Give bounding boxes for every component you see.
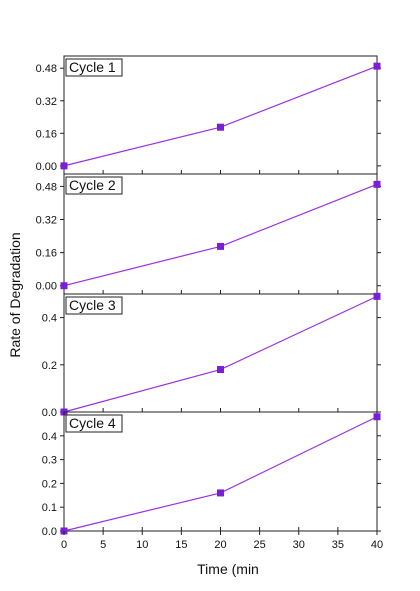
panel-4-ytick-label: 0.4: [42, 431, 57, 443]
panel-3-data-point: [373, 292, 381, 300]
panel-4-data-point: [217, 489, 224, 497]
panel-2-series-line: [63, 183, 378, 287]
panel-1-ytick-label: 0.00: [36, 161, 57, 173]
panel-4-label-box: [65, 414, 123, 433]
panel-4-ytick-label: 0.1: [42, 502, 57, 514]
panel-2-ytick-label: 0.00: [36, 281, 57, 293]
panel-4-ytick-label: 0.3: [42, 455, 57, 467]
xtick-label: 35: [332, 539, 344, 551]
panel-1-ytick-label: 0.32: [36, 96, 57, 108]
panel-3-label: Cycle 3: [69, 297, 116, 313]
panel-2-data-point: [373, 180, 381, 188]
panel-1-data-point: [217, 123, 224, 131]
panel-2-label: Cycle 2: [69, 177, 116, 193]
panel-3-data-point: [217, 366, 224, 374]
panel-3-ytick-label: 0.2: [42, 360, 57, 372]
panel-1-ytick-label: 0.48: [36, 63, 57, 75]
panel-2-data-point: [60, 282, 68, 290]
xtick-label: 20: [214, 539, 226, 551]
panel-2-data-point: [217, 242, 224, 250]
x-axis-title: Time (min: [197, 561, 259, 577]
panel-4-series-line: [63, 416, 378, 532]
xtick-label: 10: [136, 539, 148, 551]
xtick-label: 15: [175, 539, 187, 551]
panel-3-ytick-label: 0.4: [42, 313, 57, 325]
panel-4-label: Cycle 4: [69, 415, 116, 431]
panel-4-ytick-label: 0.0: [42, 526, 57, 538]
xtick-label: 25: [254, 539, 266, 551]
panel-4-data-point: [373, 413, 381, 421]
panel-2-label-box: [65, 176, 123, 195]
panel-3-label-box: [65, 296, 123, 315]
panel-4-ytick-label: 0.2: [42, 478, 57, 490]
xtick-label: 5: [100, 539, 106, 551]
xtick-label: 40: [371, 539, 383, 551]
xtick-label: 30: [293, 539, 305, 551]
panel-2-ytick-label: 0.48: [36, 181, 57, 193]
panel-1-series-line: [63, 65, 378, 167]
panel-1-label: Cycle 1: [69, 59, 116, 75]
panel-2-ytick-label: 0.32: [36, 215, 57, 227]
panel-1-label-box: [65, 58, 123, 77]
panel-1-ytick-label: 0.16: [36, 128, 57, 140]
panel-1-data-point: [60, 162, 68, 170]
xtick-label: 0: [61, 539, 67, 551]
y-axis-title: Rate of Degradation: [7, 232, 23, 357]
panel-2-ytick-label: 0.16: [36, 248, 57, 260]
panel-1-data-point: [373, 62, 381, 70]
panel-3-ytick-label: 0.0: [42, 407, 57, 419]
